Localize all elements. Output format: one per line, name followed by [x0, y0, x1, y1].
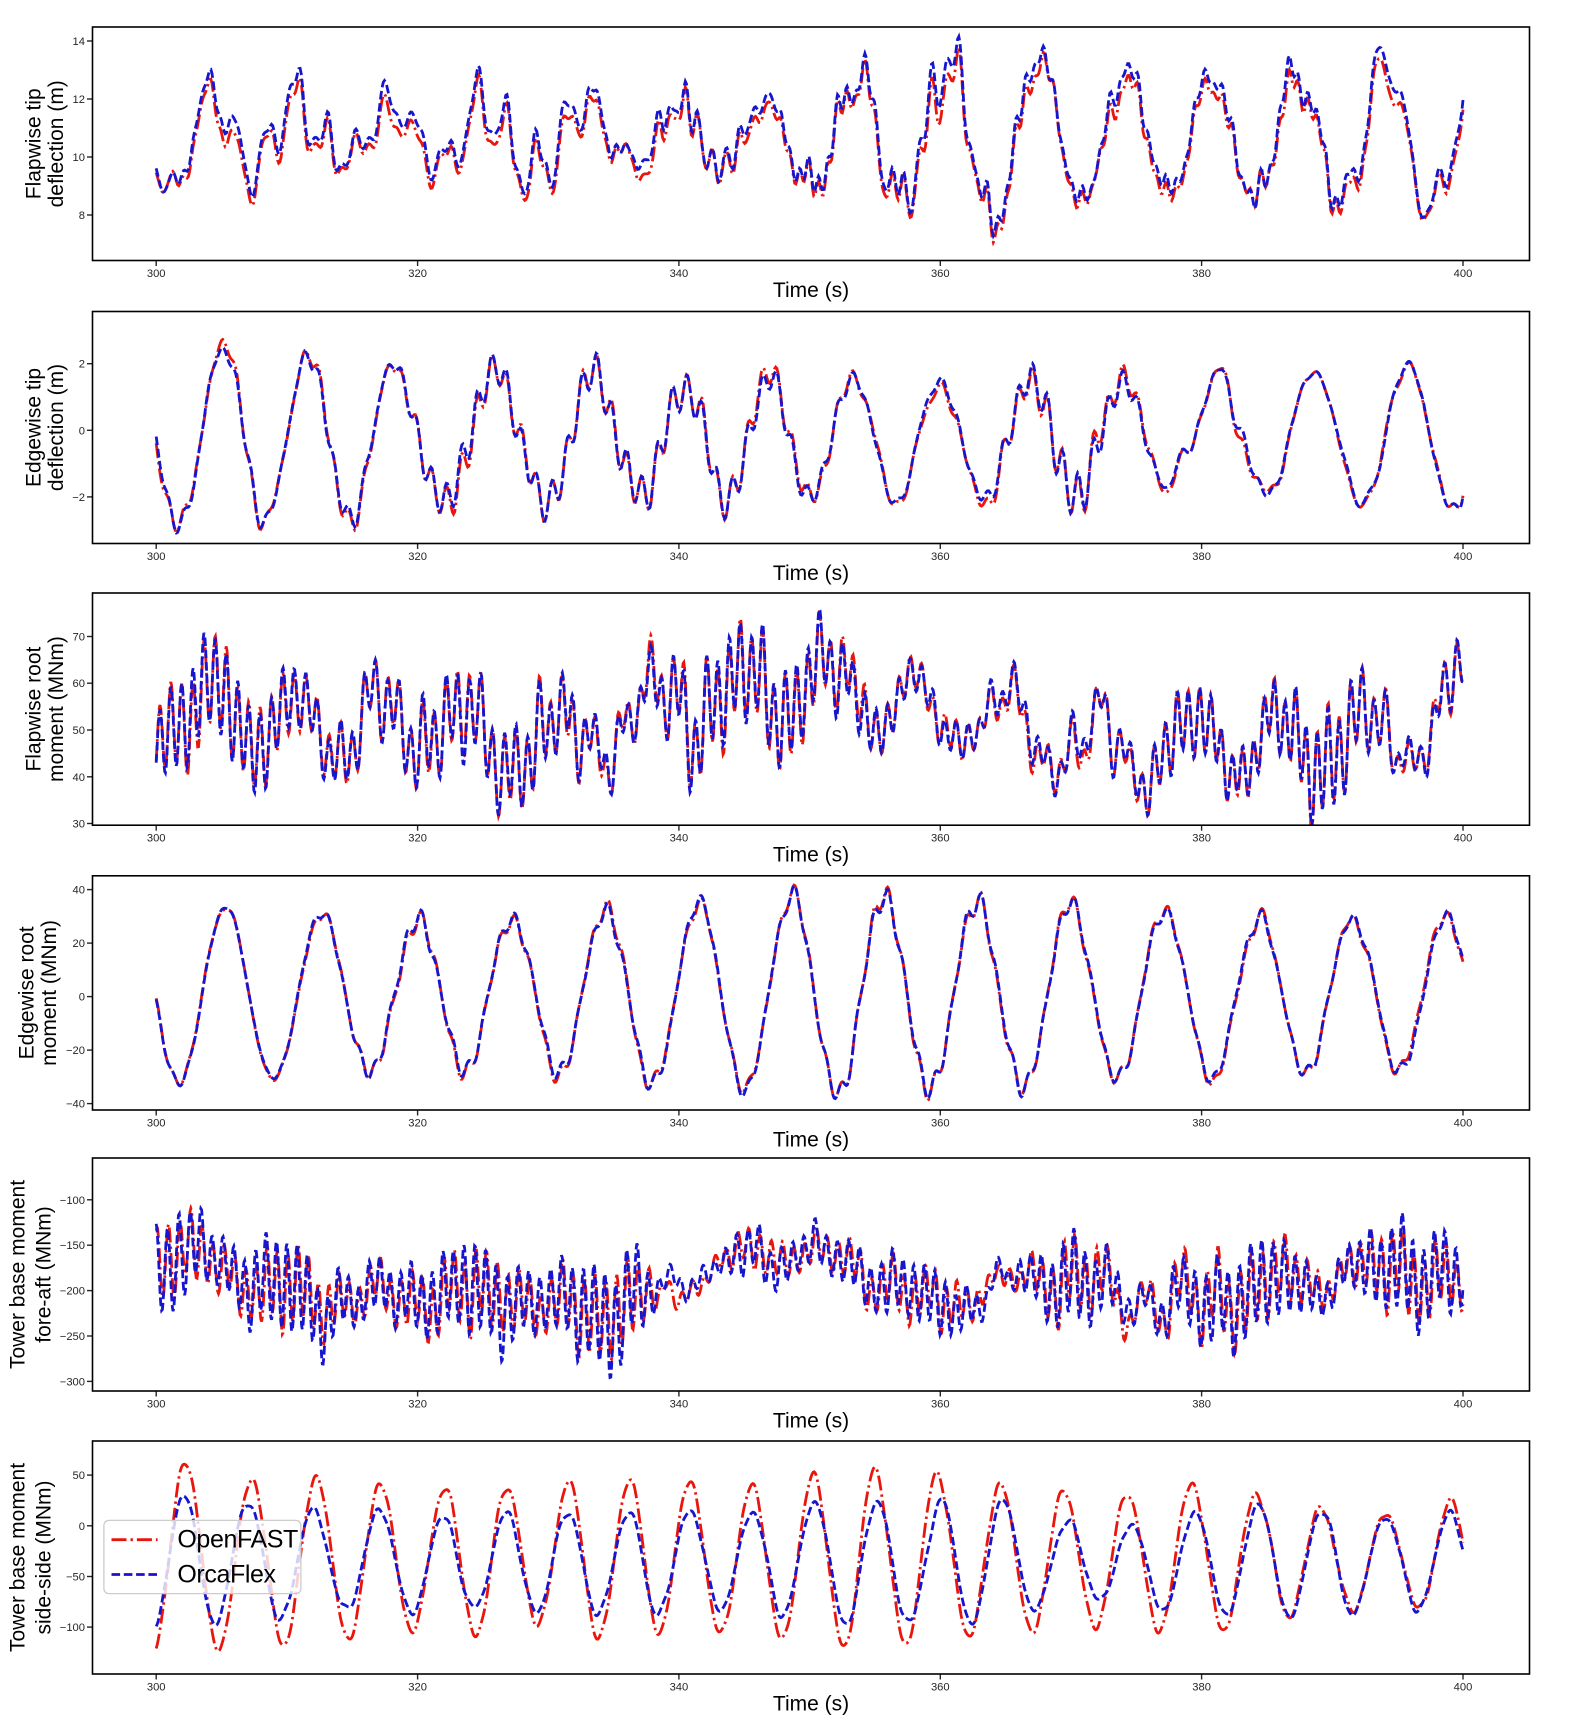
svg-text:400: 400 [1454, 833, 1473, 845]
svg-text:−150: −150 [60, 1240, 85, 1252]
svg-text:−100: −100 [60, 1622, 85, 1634]
svg-text:360: 360 [931, 551, 950, 563]
svg-text:fore-aft (MNm): fore-aft (MNm) [33, 1206, 56, 1343]
svg-text:300: 300 [147, 1118, 166, 1130]
svg-text:−300: −300 [60, 1376, 85, 1388]
svg-text:340: 340 [670, 551, 689, 563]
svg-text:400: 400 [1454, 551, 1473, 563]
svg-text:380: 380 [1192, 1118, 1211, 1130]
svg-text:10: 10 [73, 152, 85, 164]
svg-text:380: 380 [1192, 551, 1211, 563]
svg-text:400: 400 [1454, 1399, 1473, 1411]
svg-text:deflection (m): deflection (m) [45, 364, 68, 491]
svg-text:30: 30 [73, 819, 85, 831]
svg-text:320: 320 [408, 551, 427, 563]
svg-text:360: 360 [931, 1682, 950, 1694]
svg-text:8: 8 [79, 210, 85, 222]
svg-text:320: 320 [408, 1682, 427, 1694]
svg-text:360: 360 [931, 1118, 950, 1130]
svg-text:320: 320 [408, 1399, 427, 1411]
svg-text:300: 300 [147, 1399, 166, 1411]
svg-text:20: 20 [73, 938, 85, 950]
svg-text:−100: −100 [60, 1195, 85, 1207]
svg-text:2: 2 [79, 359, 85, 371]
svg-text:Time (s): Time (s) [773, 562, 849, 585]
svg-text:340: 340 [670, 1118, 689, 1130]
svg-text:400: 400 [1454, 1118, 1473, 1130]
svg-text:OpenFAST: OpenFAST [177, 1526, 298, 1554]
svg-text:OrcaFlex: OrcaFlex [177, 1561, 276, 1589]
svg-text:380: 380 [1192, 1682, 1211, 1694]
svg-text:moment (MNm): moment (MNm) [38, 920, 61, 1066]
svg-text:320: 320 [408, 833, 427, 845]
svg-text:70: 70 [73, 632, 85, 644]
svg-text:40: 40 [73, 772, 85, 784]
svg-text:40: 40 [73, 885, 85, 897]
svg-text:−200: −200 [60, 1286, 85, 1298]
svg-text:Time (s): Time (s) [773, 279, 849, 302]
svg-text:300: 300 [147, 833, 166, 845]
svg-text:14: 14 [73, 36, 85, 48]
svg-text:deflection (m): deflection (m) [45, 80, 68, 207]
svg-text:360: 360 [931, 268, 950, 280]
svg-text:Edgewise tip: Edgewise tip [23, 368, 46, 487]
svg-text:Time (s): Time (s) [773, 1410, 849, 1433]
svg-text:400: 400 [1454, 1682, 1473, 1694]
svg-text:50: 50 [73, 725, 85, 737]
svg-text:Time (s): Time (s) [773, 1693, 849, 1716]
svg-text:0: 0 [79, 1521, 85, 1533]
svg-text:340: 340 [670, 1399, 689, 1411]
svg-text:−250: −250 [60, 1331, 85, 1343]
svg-text:300: 300 [147, 268, 166, 280]
svg-text:Flapwise tip: Flapwise tip [23, 88, 46, 199]
svg-text:0: 0 [79, 425, 85, 437]
svg-text:−2: −2 [72, 492, 85, 504]
svg-text:380: 380 [1192, 1399, 1211, 1411]
svg-text:60: 60 [73, 678, 85, 690]
svg-text:0: 0 [79, 992, 85, 1004]
svg-text:−20: −20 [66, 1045, 85, 1057]
svg-text:360: 360 [931, 1399, 950, 1411]
svg-text:50: 50 [73, 1470, 85, 1482]
svg-text:Time (s): Time (s) [773, 1129, 849, 1152]
svg-text:300: 300 [147, 551, 166, 563]
svg-text:−40: −40 [66, 1099, 85, 1111]
svg-text:340: 340 [670, 268, 689, 280]
svg-text:moment (MNm): moment (MNm) [45, 636, 68, 782]
svg-text:Tower base moment: Tower base moment [7, 1180, 30, 1369]
svg-text:340: 340 [670, 1682, 689, 1694]
svg-text:400: 400 [1454, 268, 1473, 280]
svg-text:Time (s): Time (s) [773, 844, 849, 867]
svg-text:320: 320 [408, 268, 427, 280]
svg-text:380: 380 [1192, 268, 1211, 280]
svg-text:360: 360 [931, 833, 950, 845]
svg-text:Flapwise root: Flapwise root [23, 646, 46, 771]
svg-text:340: 340 [670, 833, 689, 845]
svg-text:300: 300 [147, 1682, 166, 1694]
svg-text:320: 320 [408, 1118, 427, 1130]
svg-text:−50: −50 [66, 1572, 85, 1584]
svg-text:side-side (MNm): side-side (MNm) [33, 1480, 56, 1634]
svg-text:12: 12 [73, 94, 85, 106]
svg-text:Edgewise root: Edgewise root [16, 926, 39, 1059]
svg-text:380: 380 [1192, 833, 1211, 845]
svg-text:Tower base moment: Tower base moment [7, 1463, 30, 1652]
